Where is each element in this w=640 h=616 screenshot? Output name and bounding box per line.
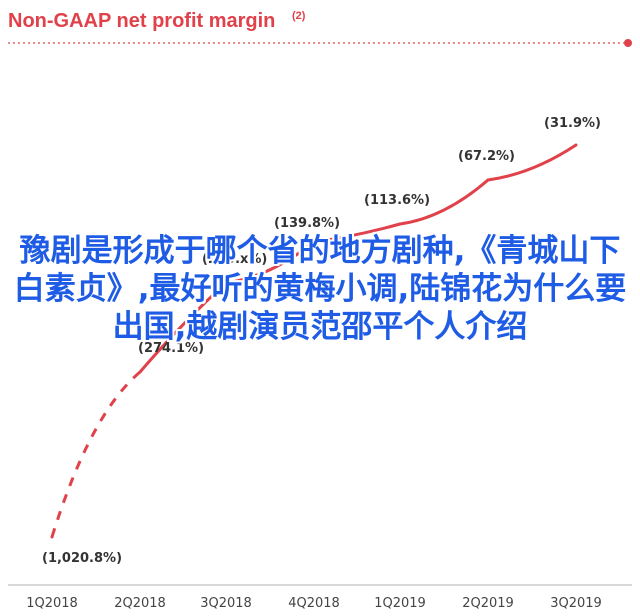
data-point-3Q2018 — [224, 281, 228, 285]
data-label-4Q2018: (139.8%) — [274, 216, 340, 231]
data-point-3Q2019 — [574, 143, 578, 147]
chart-title: Non-GAAP net profit margin — [8, 10, 275, 32]
x-tick-label: 2Q2018 — [114, 596, 166, 611]
data-point-1Q2019 — [398, 222, 402, 226]
x-tick-label: 3Q2018 — [200, 596, 252, 611]
data-label-3Q2018: (203.x%) — [202, 252, 267, 267]
x-tick-label: 2Q2019 — [462, 596, 514, 611]
x-tick-label: 4Q2018 — [288, 596, 340, 611]
chart-title-footnote: (2) — [292, 10, 306, 22]
x-tick-label: 3Q2019 — [550, 596, 602, 611]
overlay-caption: 豫剧是形成于哪个省的地方剧种,《青城山下白素贞》,最好听的黄梅小调,陆锦花为什么… — [13, 233, 627, 345]
title-divider-end-dot — [624, 39, 632, 47]
data-label-2Q2018: (274.1%) — [138, 341, 204, 356]
data-point-4Q2018 — [312, 240, 316, 244]
data-point-1Q2018 — [50, 535, 54, 539]
data-point-2Q2018 — [138, 370, 142, 374]
data-point-2Q2019 — [486, 178, 490, 182]
data-label-1Q2018: (1,020.8%) — [42, 551, 122, 566]
series-line-dashed — [50, 370, 141, 538]
data-label-2Q2019: (67.2%) — [458, 149, 515, 164]
data-label-1Q2019: (113.6%) — [364, 193, 430, 208]
data-label-3Q2019: (31.9%) — [544, 116, 601, 131]
x-tick-label: 1Q2018 — [26, 596, 78, 611]
series-line-solid — [138, 143, 577, 373]
x-tick-label: 1Q2019 — [374, 596, 426, 611]
